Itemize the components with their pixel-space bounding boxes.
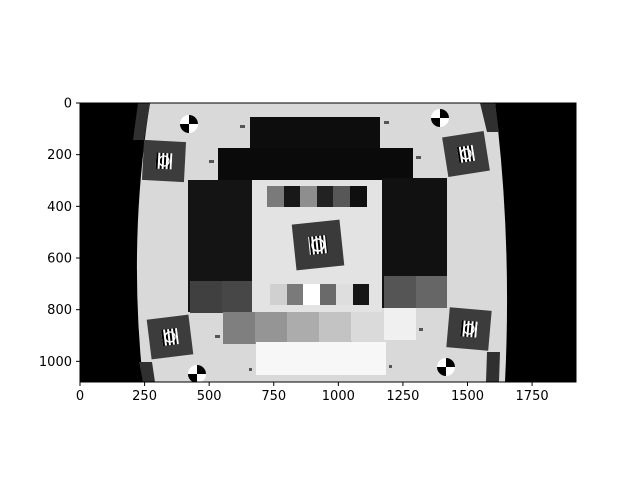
y-tick-label: 800 [47, 303, 72, 318]
strip-top-5 [333, 186, 350, 207]
strip-top-1 [267, 186, 284, 207]
gray-patch-left-1 [190, 281, 223, 313]
white-patch-bottom [256, 342, 386, 375]
gray-patch-right-2 [416, 276, 447, 308]
strip-top-6 [350, 186, 367, 207]
strip-top-3 [300, 186, 317, 207]
target-bottom-left [146, 314, 194, 360]
strip-top-2 [284, 186, 300, 207]
y-tick-label: 600 [47, 252, 72, 267]
strip-bottom-6 [353, 284, 369, 305]
registration-mark-bottom-left [188, 365, 206, 382]
strip-bottom-1 [270, 284, 287, 305]
dark-patch-top-row [250, 117, 380, 149]
chart-mark-7 [249, 368, 252, 371]
corner-tab-bottom-right [486, 352, 500, 382]
corner-tab-bottom-left [139, 362, 155, 382]
gray-patch-right-1 [384, 276, 417, 308]
y-axis: 0 200 400 600 800 1000 [39, 97, 80, 370]
x-axis: 0 250 500 750 1000 1250 1500 1750 [76, 382, 549, 404]
gray-patch-bottom-2 [255, 312, 288, 344]
x-tick-label: 1000 [322, 389, 355, 404]
chart-mark-8 [389, 365, 392, 368]
gray-patch-bottom-6 [384, 308, 416, 340]
chart-mark-4 [416, 156, 421, 159]
target-top-right [442, 130, 490, 178]
registration-mark-top-right [431, 109, 449, 127]
strip-bottom-5 [336, 284, 353, 305]
y-tick-label: 1000 [39, 355, 72, 370]
chart-mark-5 [215, 335, 220, 338]
x-tick-label: 250 [132, 389, 157, 404]
image-area [80, 103, 576, 382]
strip-bottom-3 [303, 284, 320, 305]
gray-patch-bottom-3 [287, 312, 320, 344]
x-tick-label: 1250 [386, 389, 419, 404]
strip-top-4 [317, 186, 333, 207]
registration-mark-top-left [180, 115, 198, 133]
chart-mark-2 [384, 121, 389, 124]
target-bottom-right [446, 307, 492, 351]
y-tick-label: 400 [47, 200, 72, 215]
corner-tab-top-right [480, 103, 499, 132]
x-tick-label: 500 [197, 389, 222, 404]
gray-patch-bottom-5 [351, 309, 384, 341]
chart-mark-1 [240, 125, 245, 128]
gray-patch-bottom-4 [319, 310, 352, 342]
y-tick-label: 0 [64, 97, 72, 112]
x-tick-label: 0 [76, 389, 84, 404]
axes-frame [79, 102, 577, 383]
chart-mark-6 [419, 328, 423, 331]
gray-patch-bottom-1 [223, 312, 256, 344]
corner-tab-top-left [133, 103, 150, 140]
target-top-left [141, 139, 187, 183]
y-tick-label: 200 [47, 148, 72, 163]
x-tick-label: 750 [261, 389, 286, 404]
registration-mark-bottom-right [437, 358, 455, 376]
strip-bottom-2 [287, 284, 303, 305]
chart-mark-3 [209, 160, 214, 163]
gray-patch-left-2 [222, 281, 255, 313]
x-tick-label: 1500 [451, 389, 484, 404]
strip-bottom-4 [320, 284, 336, 305]
center-target [291, 219, 345, 271]
x-tick-label: 1750 [516, 389, 549, 404]
dark-patch-upper-row [218, 148, 413, 182]
